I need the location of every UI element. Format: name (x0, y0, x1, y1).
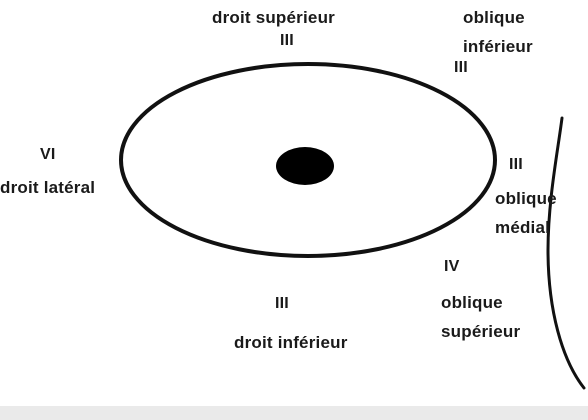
nerve-label-droit-superieur: III (280, 32, 294, 49)
nerve-label-oblique-inferieur: III (454, 59, 468, 76)
nerve-label-droit-lateral: VI (40, 146, 56, 163)
bottom-edge-strip (0, 406, 588, 420)
eye-outline (119, 62, 497, 258)
label-oblique-inferieur-line1: oblique (463, 8, 525, 27)
label-oblique-medial-line2: médial (495, 218, 551, 237)
label-droit-superieur: droit supérieur (212, 8, 335, 27)
nerve-label-oblique-superieur: IV (444, 258, 460, 275)
label-droit-inferieur: droit inférieur (234, 333, 348, 352)
label-oblique-superieur-line1: oblique (441, 293, 503, 312)
label-oblique-inferieur-line2: inférieur (463, 37, 533, 56)
pupil (276, 147, 334, 185)
nerve-label-droit-inferieur: III (275, 295, 289, 312)
label-oblique-superieur-line2: supérieur (441, 322, 521, 341)
label-droit-lateral: droit latéral (0, 178, 96, 197)
label-oblique-medial-line1: oblique (495, 189, 557, 208)
nose-curve (546, 116, 586, 390)
nerve-label-oblique-medial: III (509, 156, 523, 173)
